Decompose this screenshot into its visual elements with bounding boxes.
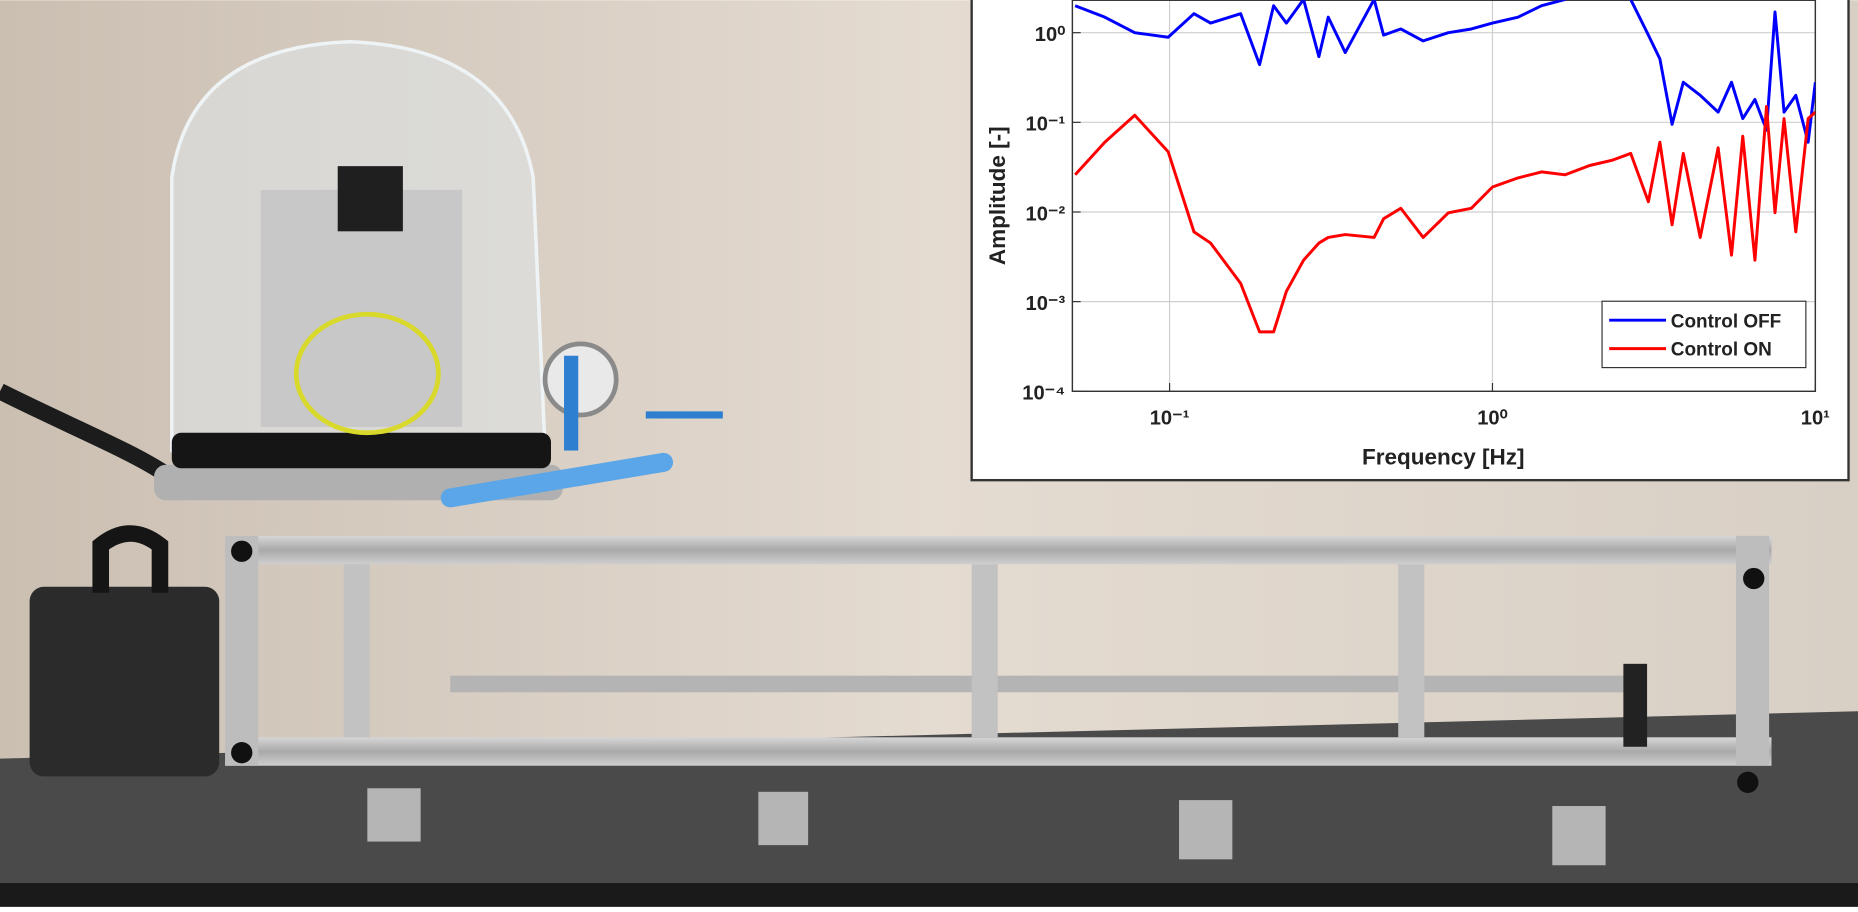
chart: Frequency [Hz] Amplitude [-] 10⁻⁴ 10⁻³ 10⁻… bbox=[970, 0, 1850, 482]
support bbox=[1179, 800, 1233, 860]
y-tick-label: 10⁰ bbox=[1035, 24, 1065, 46]
y-tick-label: 10⁻¹ bbox=[1026, 114, 1066, 136]
post bbox=[971, 564, 998, 738]
valve-handle bbox=[440, 452, 674, 508]
chart-panel bbox=[970, 0, 1850, 482]
data-line bbox=[1074, 105, 1816, 334]
post bbox=[225, 535, 259, 766]
y-axis-label: Amplitude [-] bbox=[985, 126, 1010, 265]
pump-handle bbox=[92, 525, 169, 593]
rail-top bbox=[225, 535, 1772, 565]
legend-label: Control OFF bbox=[1671, 311, 1781, 332]
x-tick-label: 10⁰ bbox=[1477, 407, 1507, 429]
legend-label: Control ON bbox=[1671, 340, 1772, 361]
y-tick-label: 10⁻² bbox=[1026, 203, 1066, 225]
post bbox=[1398, 564, 1425, 738]
gauge bbox=[542, 341, 619, 418]
y-tick-label: 10⁻⁴ bbox=[1022, 383, 1065, 405]
cable bbox=[0, 383, 171, 482]
spring bbox=[1623, 663, 1648, 747]
data-line bbox=[1074, 0, 1816, 144]
x-tick-label: 10⁻¹ bbox=[1150, 407, 1190, 429]
legend-box bbox=[1601, 300, 1807, 369]
bolt bbox=[231, 540, 253, 562]
y-tick-label: 10⁻³ bbox=[1026, 293, 1066, 315]
dome-seal bbox=[171, 432, 552, 469]
pump bbox=[29, 586, 220, 777]
bolt bbox=[1743, 567, 1765, 590]
bolt bbox=[231, 742, 253, 764]
rail-back bbox=[450, 675, 1636, 693]
support bbox=[1552, 806, 1606, 866]
support bbox=[367, 788, 421, 842]
rail-bottom bbox=[225, 737, 1772, 766]
support bbox=[758, 791, 809, 846]
valve bbox=[564, 355, 579, 451]
bolt bbox=[1737, 771, 1759, 793]
fiber bbox=[293, 311, 441, 436]
connector-box bbox=[337, 166, 403, 232]
post bbox=[343, 564, 370, 738]
x-axis-label: Frequency [Hz] bbox=[1362, 445, 1525, 470]
plot-frame bbox=[1071, 0, 1817, 393]
x-tick-label: 10¹ bbox=[1801, 407, 1830, 429]
table-edge bbox=[0, 883, 1858, 907]
